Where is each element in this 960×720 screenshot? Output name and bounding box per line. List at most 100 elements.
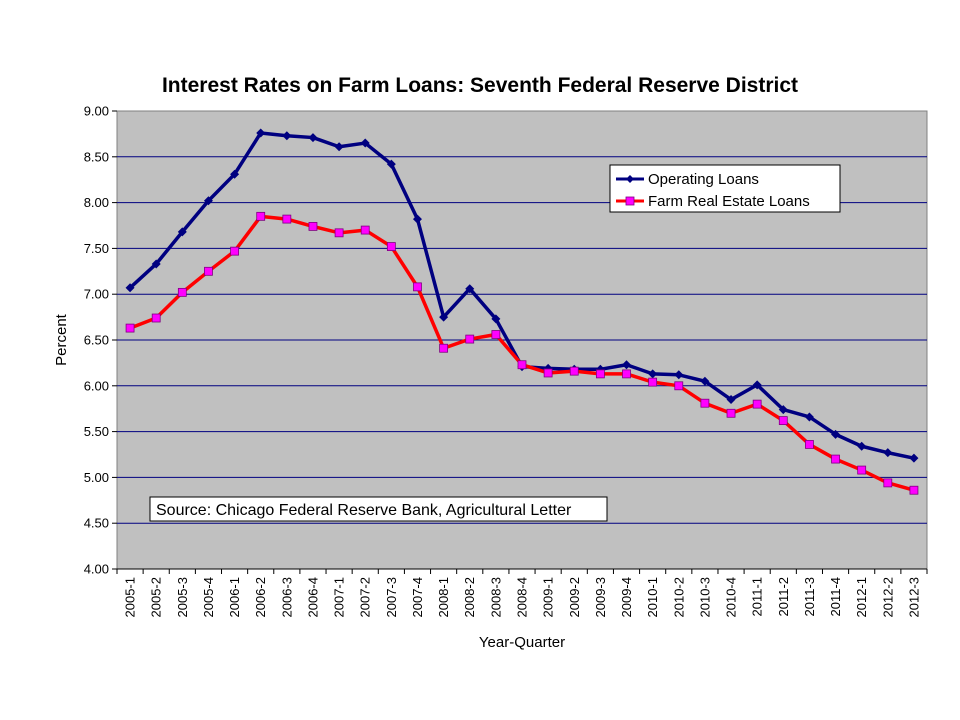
legend-label-real-estate: Farm Real Estate Loans: [648, 193, 810, 210]
data-point: [151, 313, 161, 323]
data-point: [491, 314, 501, 324]
data-point: [595, 369, 605, 379]
data-point: [491, 330, 501, 339]
x-tick-label: 2006-3: [279, 577, 294, 617]
data-point: [700, 398, 710, 408]
y-tick-label: 7.50: [84, 241, 109, 256]
y-axis-ticks: 4.00 4.50 5.00 5.50 6.00 6.50 7.00 7.50 8.00 8.50…: [84, 104, 117, 577]
x-tick-label: 2007-2: [358, 577, 373, 617]
data-point: [622, 369, 631, 379]
x-tick-label: 2005-3: [175, 577, 190, 617]
data-point: [569, 366, 579, 376]
x-tick-label: 2008-1: [436, 577, 451, 617]
data-point: [465, 284, 475, 294]
data-point: [909, 453, 919, 463]
data-point: [517, 360, 527, 370]
data-point: [360, 225, 370, 235]
x-tick-label: 2011-3: [802, 577, 817, 617]
data-point: [543, 368, 553, 378]
data-point: [831, 429, 841, 439]
data-point: [256, 211, 266, 221]
data-point: [386, 242, 396, 251]
data-point: [308, 133, 318, 143]
data-point: [125, 323, 135, 333]
y-tick-label: 9.00: [84, 104, 109, 119]
y-tick-label: 8.00: [84, 195, 109, 210]
data-point: [125, 283, 135, 293]
data-point: [726, 408, 736, 418]
data-point: [334, 228, 344, 238]
x-tick-label: 2007-4: [410, 577, 425, 617]
x-tick-label: 2007-1: [332, 577, 347, 617]
x-tick-label: 2010-2: [671, 577, 686, 617]
x-tick-label: 2010-1: [645, 577, 660, 617]
source-note-box: [149, 496, 608, 522]
data-point: [412, 214, 422, 224]
x-tick-label: 2008-4: [515, 577, 530, 617]
x-tick-label: 2012-2: [880, 577, 895, 617]
data-point: [282, 214, 292, 224]
x-tick-label: 2009-4: [619, 577, 634, 617]
x-tick-label: 2009-2: [567, 577, 582, 617]
data-point: [804, 412, 814, 422]
x-tick-label: 2011-1: [750, 577, 765, 617]
data-point: [204, 266, 213, 276]
data-point: [203, 196, 213, 206]
legend-label-operating: Operating Loans: [648, 171, 759, 188]
x-tick-label: 2006-1: [227, 577, 242, 617]
x-tick-label: 2005-2: [149, 577, 164, 617]
data-point: [883, 478, 893, 488]
x-tick-label: 2005-4: [201, 577, 216, 617]
x-tick-label: 2010-3: [697, 577, 712, 617]
data-point: [177, 287, 187, 297]
x-tick-label: 2006-4: [305, 577, 320, 617]
data-point: [177, 227, 187, 237]
data-point: [909, 485, 919, 495]
x-tick-label: 2006-2: [253, 577, 268, 617]
x-tick-label: 2008-3: [488, 577, 503, 617]
y-tick-label: 4.50: [84, 516, 109, 531]
data-point: [622, 360, 632, 370]
series-farm-real-estate-loans: [125, 211, 919, 495]
x-axis-ticks: 2005-1 2005-2 2005-3 2005-4 2006-1 2006-2 2006…: [116, 568, 928, 617]
data-point: [360, 138, 370, 148]
data-point: [413, 282, 422, 292]
series-layer: [125, 128, 919, 495]
legend-marker-real-estate: [625, 196, 635, 206]
data-point: [726, 395, 736, 405]
data-point: [648, 369, 658, 379]
x-tick-label: 2011-4: [828, 577, 843, 617]
data-point: [752, 380, 762, 390]
data-point: [308, 222, 318, 231]
source-note-text: Source: Chicago Federal Reserve Bank, Ag…: [156, 502, 572, 519]
y-tick-label: 6.00: [84, 378, 109, 393]
data-point: [857, 465, 867, 475]
y-tick-label: 5.00: [84, 470, 109, 485]
data-point: [778, 405, 788, 415]
data-point: [151, 259, 161, 269]
data-point: [648, 377, 658, 387]
data-point: [282, 131, 292, 141]
data-point: [439, 312, 449, 322]
data-point: [857, 441, 867, 451]
legend-box: [609, 164, 841, 213]
x-tick-label: 2008-2: [462, 577, 477, 617]
data-point: [334, 142, 344, 152]
x-tick-label: 2007-3: [384, 577, 399, 617]
y-tick-label: 7.00: [84, 287, 109, 302]
y-tick-label: 6.50: [84, 333, 109, 348]
x-tick-label: 2009-3: [593, 577, 608, 617]
data-point: [439, 343, 449, 353]
x-tick-label: 2010-4: [724, 577, 739, 617]
data-point: [465, 334, 475, 344]
legend: Operating Loans Farm Real Estate Loans: [609, 164, 841, 213]
x-tick-label: 2011-2: [776, 577, 791, 617]
y-axis-label: Percent: [53, 313, 70, 366]
x-tick-label: 2012-3: [906, 577, 921, 617]
data-point: [778, 416, 788, 426]
legend-marker-operating: [626, 175, 634, 183]
source-note: Source: Chicago Federal Reserve Bank, Ag…: [149, 496, 608, 522]
y-tick-label: 8.50: [84, 149, 109, 164]
x-tick-label: 2009-1: [541, 577, 556, 617]
